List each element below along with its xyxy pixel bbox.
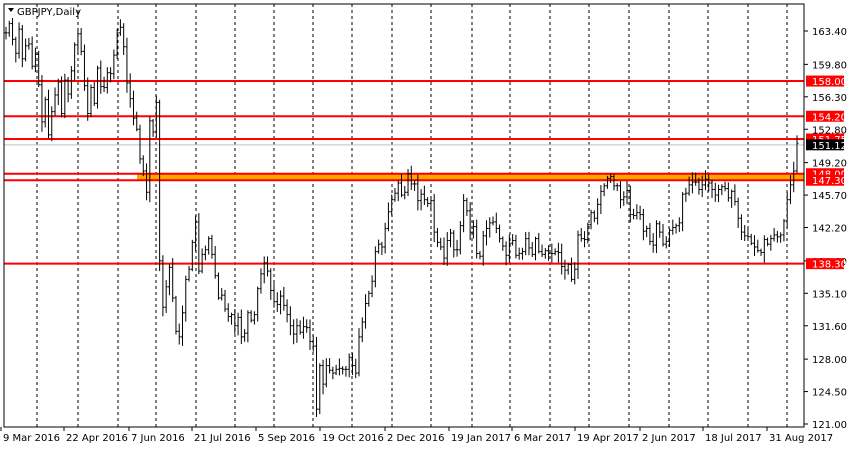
x-tick-label: 9 Mar 2016 <box>3 433 60 444</box>
x-tick-label: 5 Sep 2016 <box>258 433 315 444</box>
y-tick-label: 135.10 <box>812 289 847 300</box>
x-tick-label: 21 Jul 2016 <box>194 433 251 444</box>
level-label: 147.30 <box>812 176 847 187</box>
level-label-box <box>806 258 844 270</box>
y-tick-label: 142.20 <box>812 224 847 235</box>
support-resistance-zone <box>137 173 804 181</box>
x-tick-label: 6 Mar 2017 <box>514 433 571 444</box>
x-tick-label: 7 Jun 2016 <box>131 433 185 444</box>
current-price-label: 151.12 <box>812 141 847 152</box>
triangle-down-icon[interactable] <box>8 8 14 12</box>
level-label-box <box>806 75 844 87</box>
y-tick-label: 159.80 <box>812 60 847 71</box>
current-price-box <box>806 139 844 151</box>
x-tick-label: 19 Apr 2017 <box>577 433 639 444</box>
y-tick-label: 131.60 <box>812 322 847 333</box>
orange-zone <box>137 173 804 181</box>
y-tick-label: 121.00 <box>812 420 847 431</box>
x-tick-label: 22 Apr 2016 <box>66 433 128 444</box>
x-tick-label: 2 Dec 2016 <box>387 433 445 444</box>
symbol-label: GBPJPY,Daily <box>17 7 81 18</box>
level-label: 158.00 <box>812 77 847 88</box>
y-tick-label: 152.80 <box>812 125 847 136</box>
level-label: 138.30 <box>812 260 847 271</box>
y-tick-label: 156.30 <box>812 93 847 104</box>
y-tick-label: 163.40 <box>812 27 847 38</box>
level-label-box <box>806 174 844 186</box>
symbol-header: GBPJPY,Daily <box>8 7 81 18</box>
time-axis: 9 Mar 2016 22 Apr 2016 7 Jun 2016 21 Jul 20… <box>0 427 833 444</box>
price-marker: 151.12 <box>806 139 847 152</box>
x-tick-label: 19 Jan 2017 <box>451 433 511 444</box>
price-axis: 163.40 159.80 156.30 152.80 149.20 145.70 142.… <box>804 27 847 431</box>
y-tick-label: 145.70 <box>812 191 847 202</box>
level-label: 154.20 <box>812 112 847 123</box>
level-label-box <box>806 168 844 180</box>
candles <box>4 18 799 418</box>
level-label-box <box>806 110 844 122</box>
horizontal-levels <box>4 80 804 265</box>
x-tick-label: 31 Aug 2017 <box>769 433 833 444</box>
plot-frame <box>3 3 805 428</box>
x-tick-label: 18 Jul 2017 <box>705 433 762 444</box>
vertical-grid <box>36 4 788 427</box>
x-tick-label: 2 Jun 2017 <box>642 433 696 444</box>
x-tick-label: 19 Oct 2016 <box>322 433 384 444</box>
level-label-box <box>806 133 844 145</box>
y-tick-label: 149.20 <box>812 159 847 170</box>
y-tick-label: 128.00 <box>812 355 847 366</box>
y-tick-label: 124.50 <box>812 388 847 399</box>
